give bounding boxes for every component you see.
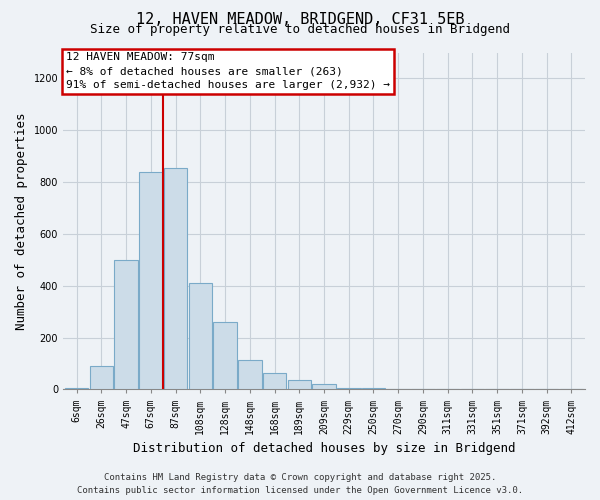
Bar [263, 372, 286, 390]
Bar [337, 388, 361, 390]
Text: 12, HAVEN MEADOW, BRIDGEND, CF31 5EB: 12, HAVEN MEADOW, BRIDGEND, CF31 5EB [136, 12, 464, 28]
Text: Contains HM Land Registry data © Crown copyright and database right 2025.
Contai: Contains HM Land Registry data © Crown c… [77, 473, 523, 495]
Bar [188, 283, 212, 390]
Bar [214, 322, 237, 390]
Bar [164, 168, 187, 390]
Text: Size of property relative to detached houses in Bridgend: Size of property relative to detached ho… [90, 24, 510, 36]
Bar [89, 366, 113, 390]
Bar [287, 380, 311, 390]
X-axis label: Distribution of detached houses by size in Bridgend: Distribution of detached houses by size … [133, 442, 515, 455]
Bar [65, 388, 88, 390]
Bar [312, 384, 336, 390]
Text: 12 HAVEN MEADOW: 77sqm
← 8% of detached houses are smaller (263)
91% of semi-det: 12 HAVEN MEADOW: 77sqm ← 8% of detached … [65, 52, 389, 90]
Bar [238, 360, 262, 390]
Bar [139, 172, 163, 390]
Y-axis label: Number of detached properties: Number of detached properties [15, 112, 28, 330]
Bar [115, 260, 138, 390]
Bar [362, 388, 385, 390]
